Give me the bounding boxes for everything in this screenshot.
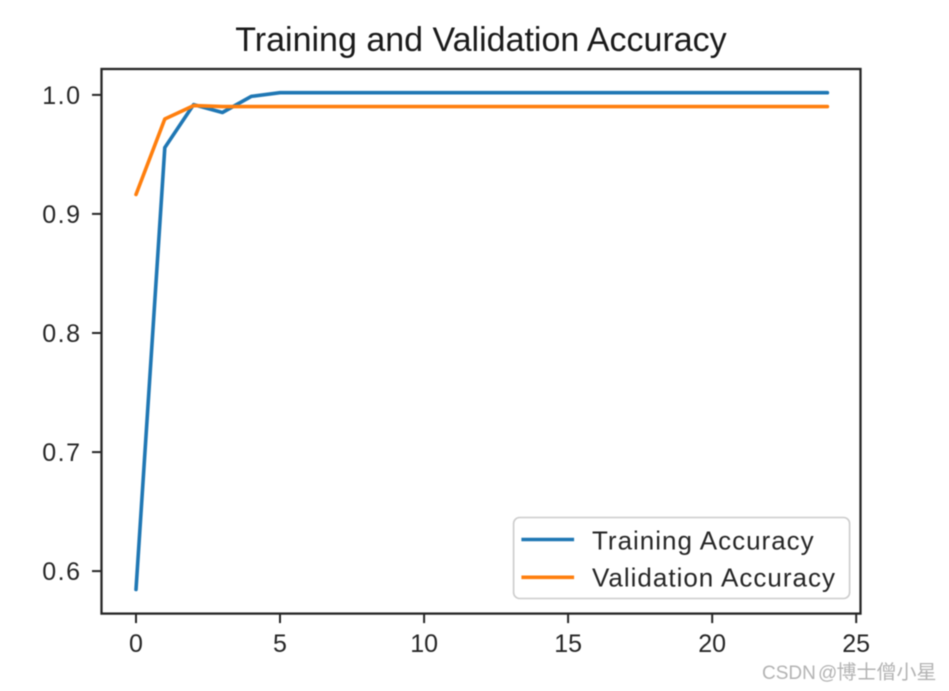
svg-text:Training and Validation Accura: Training and Validation Accuracy [235,21,726,59]
svg-text:1.0: 1.0 [42,82,81,110]
svg-text:@: @ [818,663,837,684]
svg-text:0.7: 0.7 [42,439,81,467]
svg-text:Training Accuracy: Training Accuracy [592,525,815,555]
svg-text:CSDN: CSDN [762,663,816,684]
svg-text:0: 0 [129,630,143,658]
svg-text:20: 20 [698,630,726,658]
svg-text:0.8: 0.8 [42,320,81,348]
svg-text:25: 25 [842,630,870,658]
svg-text:0.6: 0.6 [42,558,81,586]
svg-text:0.9: 0.9 [42,201,81,229]
svg-text:15: 15 [554,630,582,658]
svg-text:10: 10 [410,630,438,658]
svg-text:5: 5 [273,630,287,658]
svg-text:Validation Accuracy: Validation Accuracy [592,562,836,592]
